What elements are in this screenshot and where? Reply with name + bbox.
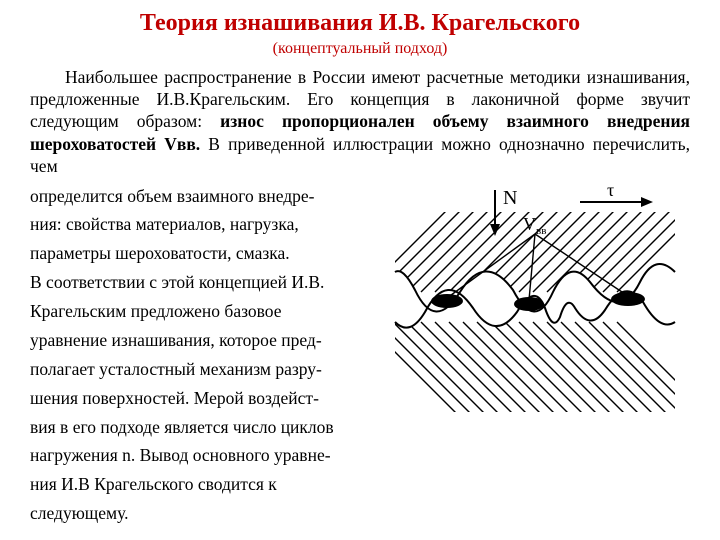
content-columns: определится объем взаимного внедре- ния:… [30, 182, 690, 529]
wear-diagram: N τ Vвв [385, 182, 685, 442]
body-text-column: определится объем взаимного внедре- ния:… [30, 182, 368, 529]
body-line: определится объем взаимного внедре- [30, 182, 368, 211]
body-line: параметры шероховатости, смазка. [30, 239, 368, 268]
body-line: ния: свойства материалов, нагрузка, [30, 210, 368, 239]
slide: Теория изнашивания И.В. Крагельского (ко… [0, 0, 720, 540]
label-tau: τ [607, 182, 614, 200]
slide-subtitle: (концептуальный подход) [30, 40, 690, 58]
body-line: следующему. [30, 499, 368, 528]
arrow-tau: τ [580, 182, 653, 207]
contact-spot [611, 292, 645, 306]
body-line: В соответствии с этой концепцией И.В. [30, 268, 368, 297]
body-line: ния И.В Крагельского сводится к [30, 470, 368, 499]
body-line: Крагельским предложено базовое [30, 297, 368, 326]
body-line: уравнение изнашивания, которое пред- [30, 326, 368, 355]
body-line: вия в его подходе является число циклов [30, 413, 368, 442]
body-line: шения поверхностей. Мерой воздейст- [30, 384, 368, 413]
body-line: полагает усталостный механизм разру- [30, 355, 368, 384]
label-N: N [503, 187, 517, 209]
body-line: нагружения n. Вывод основного уравне- [30, 441, 368, 470]
slide-title: Теория изнашивания И.В. Крагельского [30, 10, 690, 38]
intro-paragraph: Наибольшее распространение в России имею… [30, 66, 690, 178]
diagram-column: N τ Vвв [380, 182, 690, 529]
contact-spot [431, 294, 463, 308]
